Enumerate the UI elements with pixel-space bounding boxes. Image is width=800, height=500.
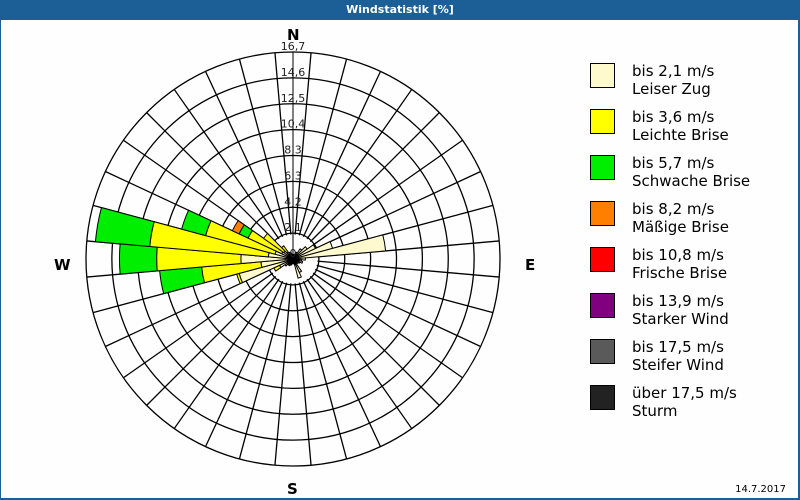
legend-range: über 17,5 m/s <box>632 384 737 402</box>
legend-range: bis 2,1 m/s <box>632 62 715 80</box>
legend-label: Leichte Brise <box>632 126 729 144</box>
compass-east-label: E <box>525 256 536 274</box>
legend-swatch <box>590 339 615 364</box>
wind-sector-segment <box>159 266 206 295</box>
wind-sector-segment <box>292 257 306 261</box>
wind-rose-chart: 0 2,1 4,2 6,3 8,3 10,4 12,5 14,6 16,7 <box>85 40 501 467</box>
radial-tick-label: 10,4 <box>281 118 306 131</box>
legend-range: bis 3,6 m/s <box>632 108 715 126</box>
legend-label: Leiser Zug <box>632 80 711 98</box>
legend-range: bis 8,2 m/s <box>632 200 715 218</box>
legend-range: bis 5,7 m/s <box>632 154 715 172</box>
radial-tick-label: 2,1 <box>284 221 302 234</box>
wind-sector-segment <box>118 243 158 275</box>
legend-label: Frische Brise <box>632 264 728 282</box>
wind-sector-segment <box>231 219 245 235</box>
legend-label: Sturm <box>632 402 678 420</box>
wind-sector-segment <box>181 209 212 237</box>
wind-sector-segment <box>280 245 289 254</box>
wind-sector-segment <box>94 207 155 248</box>
legend-swatch <box>590 385 615 410</box>
radial-tick-label: 0 <box>290 247 297 260</box>
legend-label: Schwache Brise <box>632 172 751 190</box>
wind-sector-segment <box>292 234 387 260</box>
legend-swatch <box>590 201 615 226</box>
compass-west-label: W <box>54 256 71 274</box>
compass-south-label: S <box>287 480 298 498</box>
legend-range: bis 10,8 m/s <box>632 246 724 264</box>
legend-label: Steifer Wind <box>632 356 724 374</box>
legend-swatch <box>590 63 615 88</box>
radial-tick-label: 14,6 <box>281 66 306 79</box>
date-label: 14.7.2017 <box>735 484 786 495</box>
compass-north-label: N <box>287 26 300 44</box>
radial-tick-label: 8,3 <box>284 144 302 157</box>
legend-swatch <box>590 109 615 134</box>
wind-sector-segment <box>262 232 286 254</box>
radial-tick-label: 16,7 <box>281 40 306 53</box>
legend-swatch <box>590 155 615 180</box>
wind-sector-segment <box>292 258 303 279</box>
legend-label: Starker Wind <box>632 310 729 328</box>
legend-range: bis 17,5 m/s <box>632 338 724 356</box>
legend-label: Mäßige Brise <box>632 218 729 236</box>
legend-range: bis 13,9 m/s <box>632 292 724 310</box>
radial-tick-label: 12,5 <box>281 92 306 105</box>
chart-panel: 0 2,1 4,2 6,3 8,3 10,4 12,5 14,6 16,7 N E S W bi… <box>1 20 798 498</box>
window-title: Windstatistik [%] <box>0 0 800 20</box>
legend-swatch <box>590 293 615 318</box>
radial-tick-label: 4,2 <box>284 195 302 208</box>
legend-swatch <box>590 247 615 272</box>
radial-tick-label: 6,3 <box>284 169 302 182</box>
